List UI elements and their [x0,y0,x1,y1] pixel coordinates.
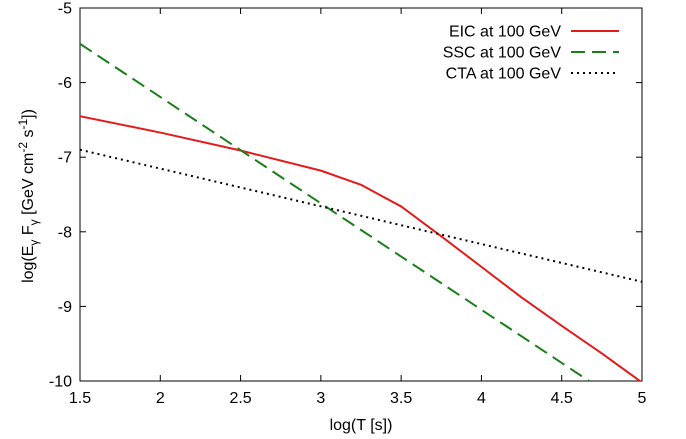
legend-label-3: CTA at 100 GeV [446,66,562,83]
y-tick-label: -6 [58,75,72,92]
y-label-suffix: ]) [20,109,37,119]
y-label-sub1: γ [27,240,41,246]
y-tick-label: -5 [58,1,72,18]
x-tick-label: 4 [477,390,486,407]
series-group [80,42,642,381]
y-label-unit-b: s [20,130,37,142]
x-tick-label: 3 [316,390,325,407]
legend-label-2: SSC at 100 GeV [443,45,562,62]
x-tick-label: 1.5 [69,390,91,407]
x-tick-label: 5 [638,390,647,407]
y-label-prefix: log(E [20,246,37,283]
y-label-unit-a: [GeV cm [20,153,37,220]
y-label-mid: F [20,225,37,239]
y-label-sup2: -1 [16,119,30,130]
legend: EIC at 100 GeV SSC at 100 GeV CTA at 100 G… [443,24,619,83]
y-tick-label: -7 [58,150,72,167]
x-tick-label: 3.5 [390,390,412,407]
ticks-group: 1.5 2 2.5 3 3.5 4 4.5 5 -10 -9 -8 -7 -6 -5 [49,1,647,408]
x-axis-label: log(T [s]) [330,417,393,434]
y-tick-label: -8 [58,224,72,241]
series-line-2 [80,42,590,381]
y-axis-label: log(Eγ Fγ [GeV cm-2 s-1]) [16,109,41,283]
series-line-1 [80,115,642,381]
y-label-sub2: γ [27,219,41,225]
series-line-3 [80,148,642,283]
plot-frame [79,7,643,382]
x-tick-label: 2 [156,390,165,407]
y-tick-label: -9 [58,299,72,316]
x-tick-label: 2.5 [229,390,251,407]
y-label-sup1: -2 [16,142,30,153]
y-tick-label: -10 [49,374,72,391]
legend-label-1: EIC at 100 GeV [449,24,561,41]
x-tick-label: 4.5 [551,390,573,407]
plot-frame-group [79,7,643,382]
